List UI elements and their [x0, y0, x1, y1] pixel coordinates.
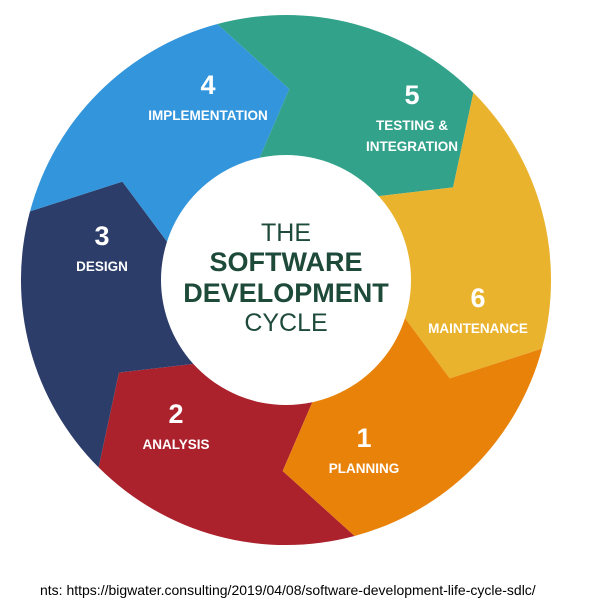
segment-4 — [217, 14, 474, 198]
center-title-line-2: SOFTWARE — [210, 247, 363, 277]
segment-2-number: 2 — [168, 399, 183, 429]
center-title-line-4: CYCLE — [244, 309, 327, 337]
segment-5-label: TESTING & — [376, 118, 448, 133]
center-title: THE SOFTWARE DEVELOPMENT CYCLE — [183, 219, 389, 337]
center-title-line-3: DEVELOPMENT — [183, 278, 389, 308]
source-caption: nts: https://bigwater.consulting/2019/04… — [40, 582, 536, 598]
segment-2-label: ANALYSIS — [142, 437, 209, 452]
segment-6 — [282, 310, 542, 536]
center-title-line-1: THE — [261, 219, 311, 247]
segment-3-number: 3 — [94, 221, 109, 251]
segment-1-label: PLANNING — [329, 461, 400, 476]
segment-1-number: 1 — [356, 423, 371, 453]
segment-6-number: 6 — [470, 283, 485, 313]
segment-4-label: IMPLEMENTATION — [148, 108, 268, 123]
cycle-labels: 1 PLANNING 2 ANALYSIS 3 DESIGN 4 IMPLEMENTATION… — [76, 70, 528, 476]
segment-3 — [30, 24, 290, 250]
segment-6-label: MAINTENANCE — [428, 321, 528, 336]
segment-2 — [20, 181, 204, 468]
segment-1 — [98, 362, 355, 546]
segment-4-number: 4 — [200, 70, 215, 100]
cycle-segments — [20, 14, 552, 546]
segment-3-label: DESIGN — [76, 259, 128, 274]
center-circle — [161, 155, 411, 405]
segment-5-number: 5 — [404, 80, 419, 110]
segment-5-label: INTEGRATION — [366, 139, 458, 154]
segment-5 — [368, 92, 552, 379]
